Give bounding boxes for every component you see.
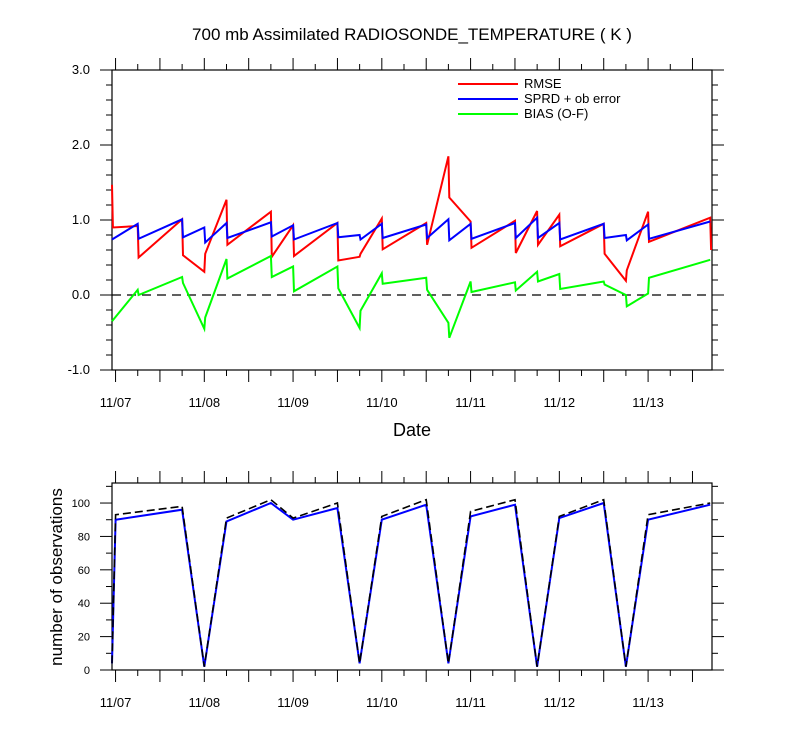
x-tick-label: 11/09	[277, 695, 309, 710]
y-tick-label: 2.0	[72, 137, 90, 152]
y-tick-label: -1.0	[68, 362, 90, 377]
x-tick-label: 11/09	[277, 395, 309, 410]
x-tick-label: 11/11	[455, 395, 486, 410]
x-tick-label: 11/13	[632, 695, 664, 710]
top-x-axis-label: Date	[393, 420, 431, 440]
y-tick-label: 80	[78, 531, 90, 543]
x-tick-label: 11/12	[544, 695, 576, 710]
x-tick-label: 11/08	[189, 395, 221, 410]
y-tick-label: 20	[78, 632, 90, 644]
y-tick-label: 40	[78, 598, 90, 610]
series-line-sprd-ob-error	[111, 215, 711, 245]
legend-label: BIAS (O-F)	[524, 106, 588, 121]
series-line-bias-o-f-	[111, 254, 711, 339]
series-line-rmse	[111, 156, 713, 284]
y-tick-label: 0	[84, 665, 90, 677]
plot-frame	[111, 482, 713, 671]
temperature-stats-chart: 11/07 11/08 11/09 11/10 11/11 11/12 11/13 -1.0 0…	[68, 58, 724, 410]
x-tick-label: 11/11	[455, 695, 486, 710]
y-tick-label: 1.0	[72, 212, 90, 227]
x-tick-label: 11/07	[100, 695, 132, 710]
x-tick-label: 11/10	[366, 395, 398, 410]
chart-title: 700 mb Assimilated RADIOSONDE_TEMPERATUR…	[192, 25, 632, 44]
legend-label: SPRD + ob error	[524, 91, 621, 106]
series-line-series-0	[111, 501, 711, 667]
observation-count-chart: 11/07 11/08 11/09 11/10 11/11 11/12 11/13 0 20 40…	[72, 471, 724, 710]
bottom-y-axis-label: number of observations	[47, 488, 66, 666]
x-tick-label: 11/10	[366, 695, 398, 710]
y-tick-label: 60	[78, 565, 90, 577]
x-tick-label: 11/13	[632, 395, 664, 410]
y-tick-label: 100	[72, 498, 90, 510]
y-tick-label: 0.0	[72, 287, 90, 302]
x-tick-label: 11/07	[100, 395, 132, 410]
x-tick-label: 11/12	[544, 395, 576, 410]
legend-label: RMSE	[524, 76, 562, 91]
series-line-series-1	[111, 498, 711, 667]
x-tick-label: 11/08	[189, 695, 221, 710]
y-tick-label: 3.0	[72, 62, 90, 77]
